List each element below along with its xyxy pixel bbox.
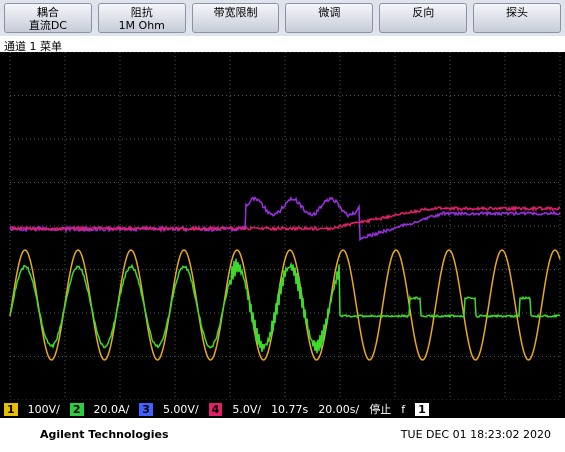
softkey-bar: 耦合 直流DC 阻抗 1M Ohm 带宽限制 微调 反向 探头 (0, 0, 565, 36)
softkey-label: 微调 (286, 6, 372, 19)
ch-num: 3 (139, 403, 153, 416)
softkey[interactable]: 耦合 直流DC (4, 3, 92, 33)
softkey[interactable]: 带宽限制 (192, 3, 280, 33)
softkey[interactable]: 微调 (285, 3, 373, 33)
run-state: 停止 (369, 401, 391, 417)
ch-scale: 5.00V/ (163, 403, 199, 416)
softkey-label: 阻抗 (99, 6, 185, 19)
trigger: f (401, 403, 405, 416)
softkey[interactable]: 探头 (473, 3, 561, 33)
ch-num: 2 (70, 403, 84, 416)
softkey-value: 1M Ohm (99, 19, 185, 32)
brand: Agilent Technologies (40, 428, 169, 441)
softkey-label: 耦合 (5, 6, 91, 19)
ch-scale: 100V/ (28, 403, 60, 416)
softkey[interactable]: 反向 (379, 3, 467, 33)
softkey-label: 反向 (380, 6, 466, 19)
softkey[interactable]: 阻抗 1M Ohm (98, 3, 186, 33)
softkey-label: 探头 (474, 6, 560, 19)
datetime: TUE DEC 01 18:23:02 2020 (401, 428, 551, 441)
waveform-display (0, 52, 565, 400)
ch-scale: 5.0V/ (232, 403, 261, 416)
ch-num: 1 (4, 403, 18, 416)
softkey-label: 带宽限制 (193, 6, 279, 19)
ch-num: 4 (209, 403, 223, 416)
trigger-source: 1 (415, 403, 429, 416)
status-bar: 1 100V/ 2 20.0A/ 3 5.00V/ 4 5.0V/ 10.77s 20.… (0, 400, 565, 418)
softkey-value: 直流DC (5, 19, 91, 32)
timebase: 20.00s/ (318, 403, 359, 416)
ch-scale: 20.0A/ (94, 403, 130, 416)
delay: 10.77s (271, 403, 308, 416)
